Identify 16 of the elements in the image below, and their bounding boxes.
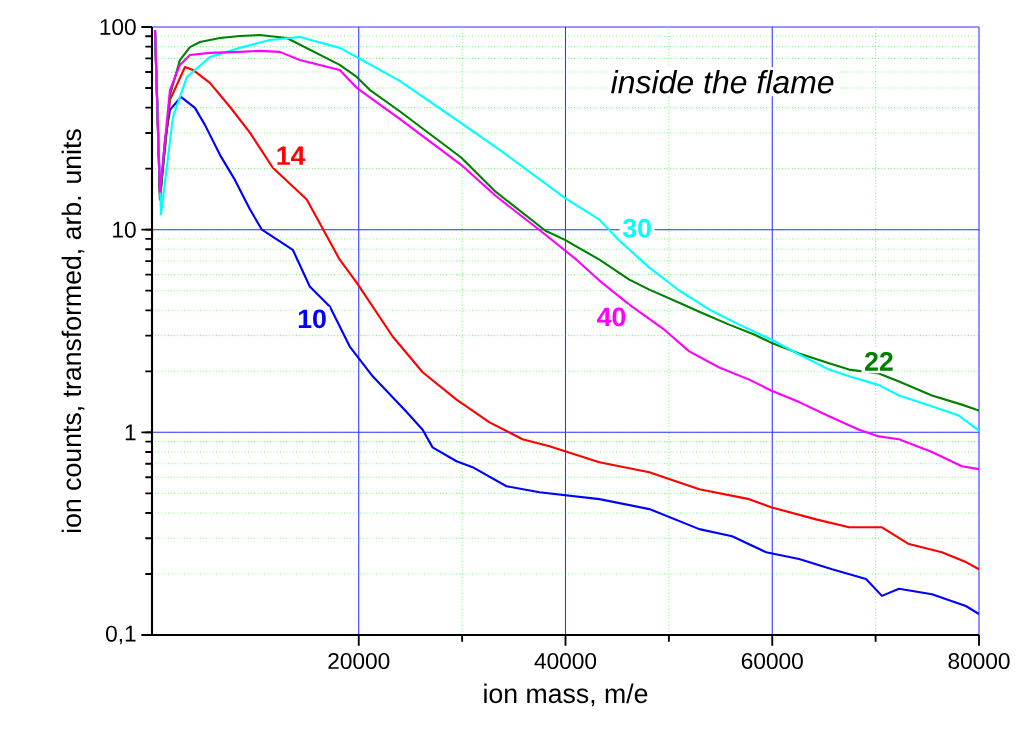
y-axis-title: ion counts, transformed, arb. units xyxy=(61,129,85,533)
x-axis-title: ion mass, m/e xyxy=(484,683,648,707)
y-tick-label: 100 xyxy=(100,18,136,36)
series-label: 30 xyxy=(622,218,651,238)
y-tick-label: 10 xyxy=(113,221,136,238)
annotation: inside the flame xyxy=(611,69,834,94)
series-label: 10 xyxy=(298,309,326,329)
series-label: 40 xyxy=(597,307,626,327)
series-label: 14 xyxy=(277,146,306,165)
y-tick-label: 0,1 xyxy=(106,625,136,645)
x-tick-label: 60000 xyxy=(741,653,803,670)
x-tick-label: 80000 xyxy=(948,653,1010,670)
series-label: 22 xyxy=(865,352,893,371)
y-tick-label: 1 xyxy=(125,424,136,441)
x-tick-label: 40000 xyxy=(534,653,597,670)
x-tick-label: 20000 xyxy=(328,653,390,670)
